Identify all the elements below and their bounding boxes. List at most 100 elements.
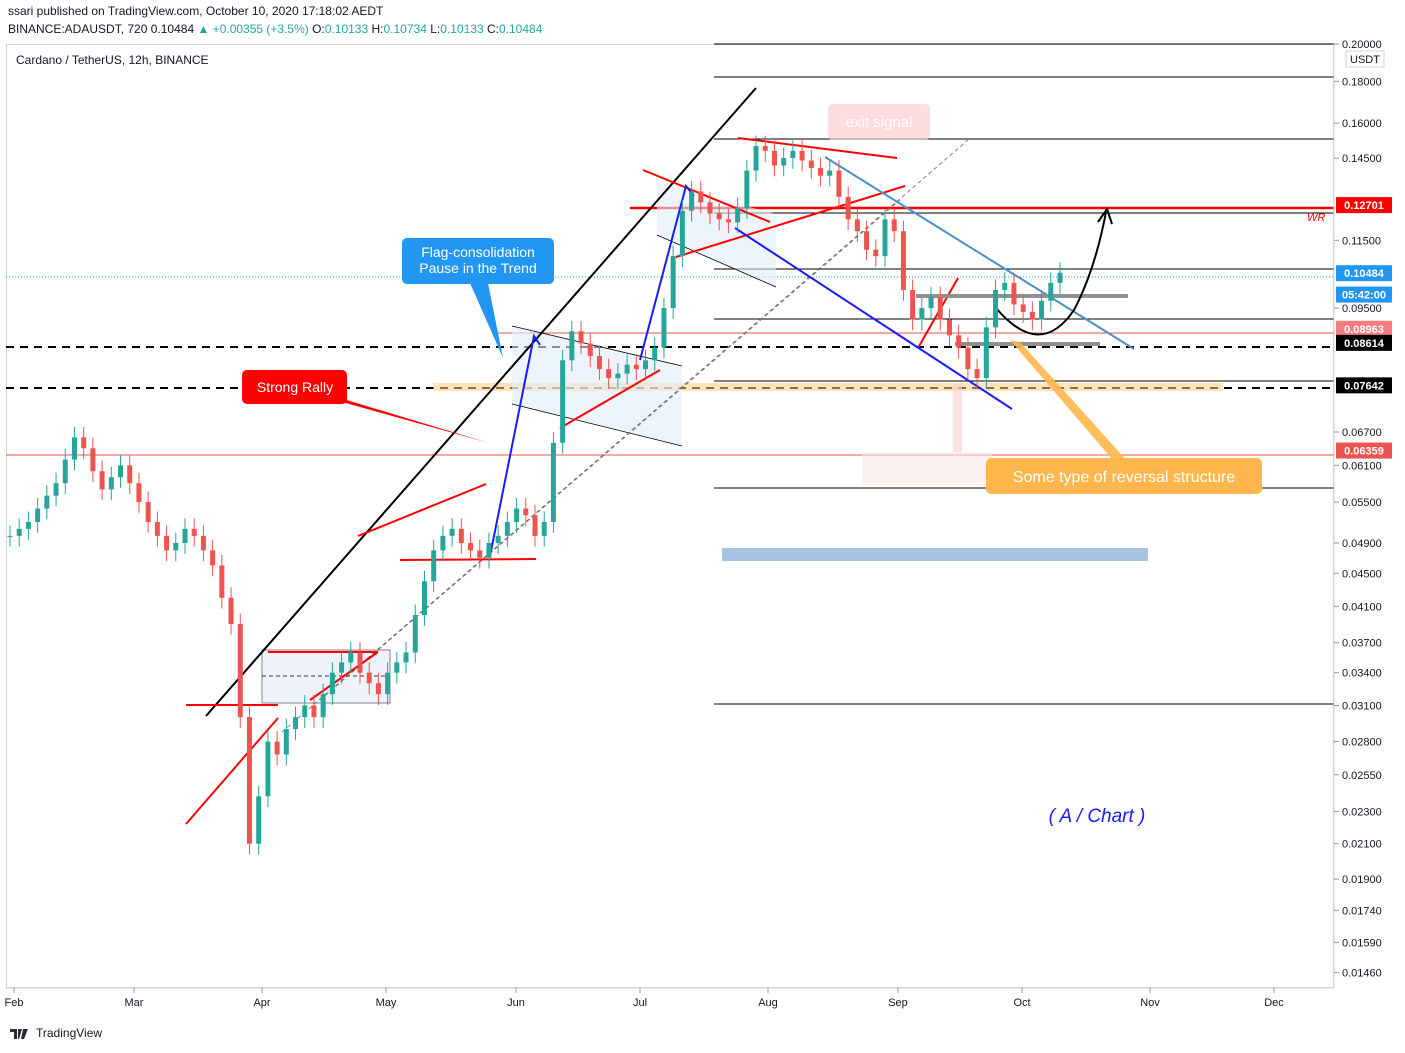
price-badge-label: 0.08614	[1344, 338, 1385, 350]
callout-flag-line: Pause in the Trend	[419, 260, 537, 276]
candle-body	[661, 308, 667, 348]
y-tick-label: 0.01900	[1342, 874, 1382, 886]
candle-body	[421, 581, 427, 616]
candle-body	[71, 437, 77, 460]
candle-body	[477, 550, 483, 558]
open-value: 0.10133	[324, 22, 369, 36]
candle-body	[302, 705, 308, 718]
callout-exit-text: exit signal	[846, 114, 913, 131]
y-tick-label: 0.06100	[1342, 460, 1382, 472]
x-tick-label: Sep	[888, 997, 908, 1009]
candle-body	[771, 150, 777, 166]
y-tick-label: 0.02550	[1342, 770, 1382, 782]
high-label: H:	[371, 22, 384, 36]
candle-body	[744, 170, 750, 208]
ohlc-line: BINANCE:ADAUSDT, 720 0.10484 ▲ +0.00355 …	[8, 22, 542, 36]
candle-body	[891, 219, 897, 232]
candle-body	[606, 369, 612, 379]
callout-exit: exit signal	[828, 104, 930, 140]
callout-flag-line: Flag-consolidation	[421, 244, 535, 260]
x-tick-label: Jul	[633, 997, 647, 1009]
y-tick-label: 0.03100	[1342, 700, 1382, 712]
flag-channel	[512, 326, 682, 446]
candle-body	[7, 535, 13, 537]
candle-body	[90, 448, 96, 472]
x-tick-label: May	[376, 997, 397, 1009]
candle-body	[1029, 311, 1035, 320]
candle-body	[928, 297, 934, 309]
candle-body	[1002, 282, 1008, 290]
candle-body	[735, 207, 741, 223]
flag-channel	[657, 183, 776, 287]
candle-body	[311, 705, 317, 718]
candle-body	[523, 508, 529, 516]
candle-body	[578, 331, 584, 344]
candle-body	[412, 615, 418, 653]
candle-body	[983, 327, 989, 379]
candle-body	[62, 459, 68, 484]
price-badge-label: 0.10484	[1344, 268, 1385, 280]
candle-body	[633, 364, 639, 370]
candle-body	[569, 331, 575, 361]
footer-brand: TradingView	[36, 1026, 103, 1040]
candle-body	[1048, 282, 1054, 301]
chart-title: Cardano / TetherUS, 12h, BINANCE	[16, 53, 209, 67]
candlestick-series	[7, 135, 1063, 855]
y-tick-label: 0.01740	[1342, 905, 1382, 917]
candle-body	[431, 550, 437, 582]
candle-body	[864, 231, 870, 250]
candle-body	[560, 360, 566, 443]
candle-body	[16, 528, 22, 536]
candle-body	[624, 364, 630, 374]
callout-reversal: Some type of reversal structure	[986, 458, 1262, 494]
x-tick-label: Nov	[1140, 997, 1160, 1009]
close-label: C:	[486, 22, 499, 36]
candle-body	[900, 231, 906, 290]
candle-body	[910, 289, 916, 320]
candle-body	[495, 535, 501, 544]
chart-drawings	[6, 43, 1334, 825]
candle-body	[283, 729, 289, 755]
trend-line	[205, 87, 757, 717]
candle-body	[375, 683, 381, 695]
candle-body	[1039, 300, 1045, 320]
candle-body	[514, 508, 520, 522]
callout-reversal-text: Some type of reversal structure	[1013, 469, 1235, 486]
candle-body	[762, 146, 768, 151]
x-tick-label: Dec	[1264, 997, 1284, 1009]
y-tick-label: 0.03400	[1342, 668, 1382, 680]
candle-body	[118, 465, 124, 478]
candle-body	[44, 495, 50, 509]
publisher-line: ssari published on TradingView.com, Octo…	[8, 4, 384, 18]
close-value: 0.10484	[498, 22, 543, 36]
candle-body	[1011, 282, 1017, 305]
candle-body	[836, 170, 842, 197]
y-tick-label: 0.14500	[1342, 153, 1382, 165]
candle-body	[854, 219, 860, 232]
candle-body	[145, 502, 151, 522]
candle-body	[919, 308, 925, 320]
candle-body	[504, 521, 510, 536]
y-tick-label: 0.18000	[1342, 76, 1382, 88]
candle-body	[532, 515, 538, 536]
price-badge-label: 0.12701	[1344, 200, 1384, 212]
candle-body	[385, 672, 391, 695]
x-tick-label: Aug	[758, 997, 778, 1009]
candle-body	[725, 219, 731, 223]
price-badge	[1336, 334, 1392, 351]
price-badge	[1336, 197, 1392, 214]
open-label: O:	[312, 22, 325, 36]
candle-body	[339, 662, 345, 673]
x-tick-label: Feb	[5, 997, 24, 1009]
candle-body	[799, 150, 805, 161]
candle-body	[99, 471, 105, 490]
y-tick-label: 0.02300	[1342, 806, 1382, 818]
price-badge	[1336, 286, 1392, 303]
candle-body	[808, 160, 814, 169]
candle-body	[965, 347, 971, 370]
candle-body	[228, 597, 234, 625]
candle-body	[652, 347, 658, 361]
candle-body	[127, 465, 133, 484]
candle-body	[210, 550, 216, 566]
